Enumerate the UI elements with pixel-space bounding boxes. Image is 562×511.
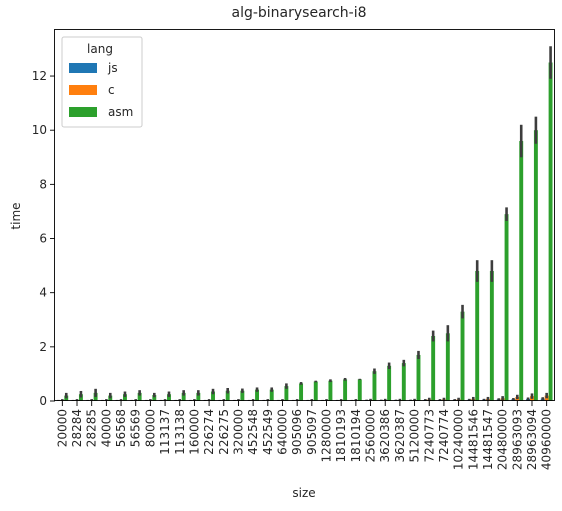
- x-tick-label: 320000: [231, 409, 245, 455]
- x-tick-label: 1810193: [334, 409, 348, 462]
- bar-asm-905096: [299, 383, 304, 401]
- bar-asm-40960000: [548, 62, 553, 401]
- bar-asm-452548: [255, 389, 259, 401]
- plot-area: [56, 46, 553, 401]
- x-tick-label: 40960000: [540, 409, 554, 470]
- y-tick-label: 12: [32, 69, 47, 83]
- x-tick-label: 452548: [246, 409, 260, 455]
- bar-asm-80000: [152, 395, 157, 401]
- x-tick-label: 905097: [305, 409, 319, 455]
- y-tick-label: 8: [39, 177, 47, 191]
- x-tick-label: 14481547: [481, 409, 495, 470]
- x-tick-label: 5120000: [408, 409, 422, 462]
- bar-asm-3620387: [401, 363, 406, 401]
- bar-asm-1280000: [328, 380, 333, 401]
- bar-asm-3620386: [387, 365, 392, 401]
- legend-swatch-asm: [69, 107, 97, 117]
- x-axis-title: size: [292, 486, 315, 500]
- bar-asm-1810194: [357, 379, 362, 401]
- x-tick-label: 2560000: [364, 409, 378, 462]
- x-tick-label: 14481546: [466, 409, 480, 470]
- bar-asm-320000: [240, 390, 245, 401]
- x-tick-label: 56568: [114, 409, 128, 447]
- y-tick-label: 6: [39, 232, 47, 246]
- y-axis-title: time: [9, 202, 23, 229]
- bar-asm-5120000: [416, 354, 421, 401]
- x-tick-label: 7240774: [437, 409, 451, 462]
- x-tick-label: 113138: [173, 409, 187, 455]
- bar-asm-14481546: [475, 271, 480, 401]
- legend-swatch-c: [69, 85, 97, 95]
- bar-asm-28963094: [533, 130, 538, 401]
- bar-asm-14481547: [489, 271, 494, 401]
- y-tick-label: 0: [39, 394, 47, 408]
- x-tick-label: 640000: [275, 409, 289, 455]
- bar-asm-56568: [123, 394, 127, 401]
- legend-label-c: c: [108, 83, 115, 97]
- x-tick-label: 10240000: [452, 409, 466, 470]
- legend-title: lang: [87, 42, 113, 56]
- legend-swatch-js: [69, 63, 97, 73]
- bar-asm-20480000: [504, 214, 509, 401]
- bar-asm-640000: [284, 386, 289, 401]
- plot-frame: [54, 29, 555, 401]
- bar-asm-905097: [313, 381, 318, 401]
- bar-asm-28284: [78, 394, 83, 401]
- x-axis: 20000 28284 28285 40000 56568 56569 80000 11313…: [55, 401, 554, 470]
- bar-asm-160000: [196, 392, 201, 401]
- legend: lang js c asm: [61, 36, 143, 128]
- x-tick-label: 20000: [55, 409, 69, 447]
- x-tick-label: 226274: [202, 409, 216, 455]
- y-axis: 0 2 4 6 8 10 12: [32, 69, 55, 408]
- bar-asm-56569: [137, 392, 142, 401]
- bar-asm-2560000: [372, 371, 377, 401]
- legend-label-js: js: [107, 61, 118, 75]
- x-tick-label: 452549: [261, 409, 275, 455]
- x-tick-label: 80000: [143, 409, 157, 447]
- bar-asm-226274: [211, 391, 215, 401]
- bar-asm-113138: [181, 392, 186, 401]
- bar-asm-452549: [269, 389, 274, 401]
- legend-label-asm: asm: [108, 105, 133, 119]
- chart-title: alg-binarysearch-i8: [231, 5, 366, 21]
- bar-asm-10240000: [460, 311, 465, 401]
- bar-asm-1810193: [343, 379, 348, 401]
- x-tick-label: 7240773: [422, 409, 436, 462]
- x-tick-label: 160000: [187, 409, 201, 455]
- x-tick-label: 3620387: [393, 409, 407, 462]
- y-tick-label: 4: [39, 286, 47, 300]
- x-tick-label: 56569: [129, 409, 143, 447]
- x-tick-label: 226275: [217, 409, 231, 455]
- bar-asm-7240773: [431, 336, 436, 401]
- x-tick-label: 1810194: [349, 409, 363, 462]
- bar-asm-226275: [225, 390, 230, 401]
- x-tick-label: 28963094: [525, 409, 539, 470]
- x-tick-label: 905096: [290, 409, 304, 455]
- bar-asm-113137: [167, 394, 171, 401]
- x-tick-label: 1280000: [320, 409, 334, 462]
- y-tick-label: 2: [39, 340, 47, 354]
- x-tick-label: 3620386: [378, 409, 392, 462]
- x-tick-label: 20480000: [496, 409, 510, 470]
- legend-box: [61, 36, 143, 128]
- bar-asm-28963093: [519, 141, 524, 401]
- x-tick-label: 113137: [158, 409, 172, 455]
- x-tick-label: 28284: [70, 409, 84, 447]
- x-tick-label: 28285: [85, 409, 99, 447]
- x-tick-label: 28963093: [510, 409, 524, 470]
- x-tick-label: 40000: [99, 409, 113, 447]
- bar-asm-7240774: [445, 333, 450, 401]
- y-tick-label: 10: [32, 123, 47, 137]
